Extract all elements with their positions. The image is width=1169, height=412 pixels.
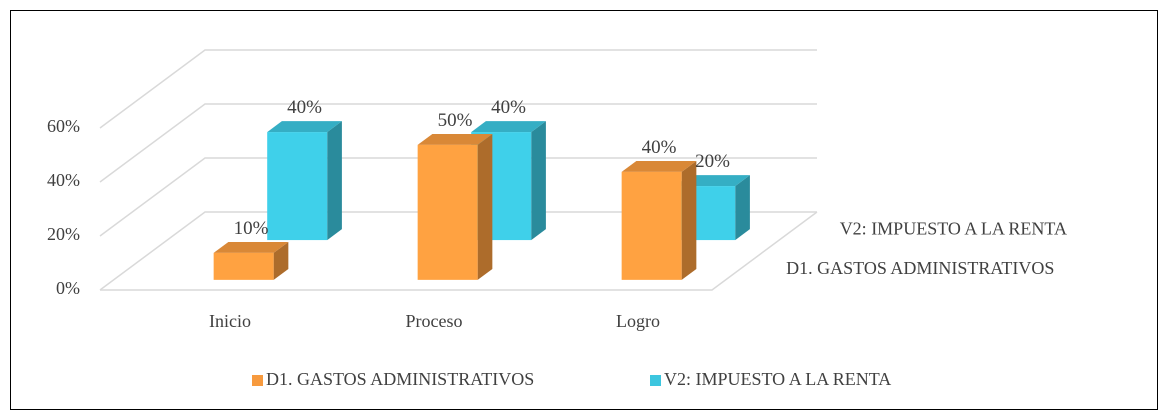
y-tick-label: 40% xyxy=(47,170,80,190)
x-tick-label: Logro xyxy=(616,311,660,331)
y-tick-label: 60% xyxy=(47,116,80,136)
bar xyxy=(621,171,682,280)
bar xyxy=(267,132,328,241)
bar-side xyxy=(477,133,493,280)
bars xyxy=(213,121,750,280)
bar-top xyxy=(267,121,342,133)
y-tick-label: 20% xyxy=(47,224,80,244)
labels: 0% 20% 40% 60% Inicio Proceso Logro 40% 40% 20% V2… xyxy=(47,97,1067,389)
bar-side xyxy=(735,175,750,241)
data-label: 20% xyxy=(695,151,730,172)
data-label: 40% xyxy=(642,137,677,158)
grid-line xyxy=(99,211,817,291)
data-label: 50% xyxy=(438,110,473,131)
bar-side xyxy=(273,241,289,280)
x-tick-label: Inicio xyxy=(209,311,251,331)
depth-axis-label: D1. GASTOS ADMINISTRATIVOS xyxy=(786,258,1054,278)
grid-line xyxy=(99,103,817,183)
walls xyxy=(99,49,818,291)
chart-border xyxy=(10,10,1158,410)
floor-edge xyxy=(100,211,818,291)
bar-side xyxy=(681,160,697,280)
bar xyxy=(213,252,274,280)
grid-line xyxy=(99,49,817,129)
x-tick-label: Proceso xyxy=(406,311,463,331)
bar-top xyxy=(417,133,493,145)
bar-top xyxy=(471,121,546,133)
bar-side xyxy=(327,121,342,241)
data-label: 10% xyxy=(234,218,269,239)
data-label: 40% xyxy=(491,97,526,118)
legend-label: D1. GASTOS ADMINISTRATIVOS xyxy=(266,369,534,389)
bar xyxy=(417,144,478,280)
y-tick-label: 0% xyxy=(56,278,80,298)
legend-swatch xyxy=(252,375,263,386)
data-label: 40% xyxy=(287,97,322,118)
legend-swatch xyxy=(650,375,661,386)
legend-label: V2: IMPUESTO A LA RENTA xyxy=(664,369,891,389)
grid-line xyxy=(99,157,817,237)
bar-top xyxy=(621,160,697,172)
depth-axis-label: V2: IMPUESTO A LA RENTA xyxy=(840,218,1067,238)
bar-top xyxy=(213,241,289,253)
bar-side xyxy=(531,121,546,241)
